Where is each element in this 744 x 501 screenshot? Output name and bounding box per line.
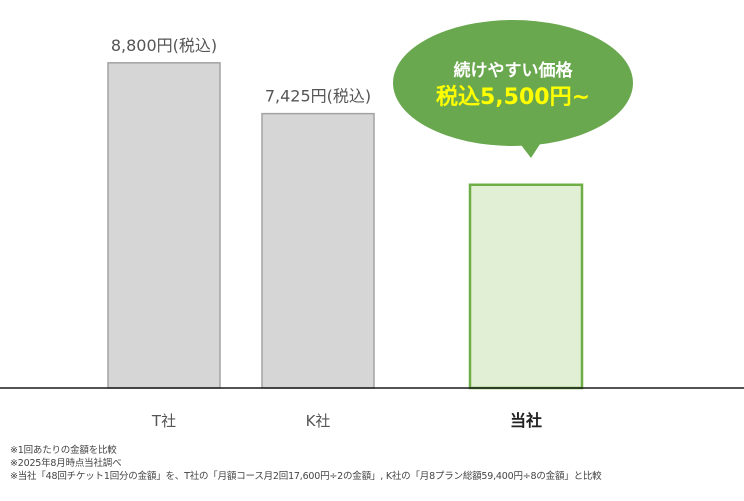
footnote-1: ※1回あたりの金額を比較 bbox=[10, 445, 117, 456]
category-label-1: K社 bbox=[306, 412, 331, 430]
footnote-2: ※2025年8月時点当社調べ bbox=[10, 458, 122, 469]
bar-2 bbox=[468, 183, 584, 390]
bar-1 bbox=[261, 112, 375, 389]
footnote-3: ※当社「48回チケット1回分の金額」を、T社の「月額コース月2回17,600円÷… bbox=[10, 471, 602, 482]
bar-0 bbox=[107, 62, 221, 389]
callout-bubble-shape bbox=[393, 20, 633, 146]
callout-bubble: 続けやすい価格 税込5,500円~ bbox=[393, 20, 633, 158]
callout-line2: 税込5,500円~ bbox=[436, 84, 590, 110]
value-label-1: 7,425円(税込) bbox=[265, 87, 371, 106]
category-label-0: T社 bbox=[151, 412, 176, 430]
callout-bubble-tail bbox=[518, 141, 542, 158]
callout-line1: 続けやすい価格 bbox=[454, 60, 574, 81]
value-label-0: 8,800円(税込) bbox=[111, 36, 217, 55]
category-label-2: 当社 bbox=[510, 411, 542, 430]
